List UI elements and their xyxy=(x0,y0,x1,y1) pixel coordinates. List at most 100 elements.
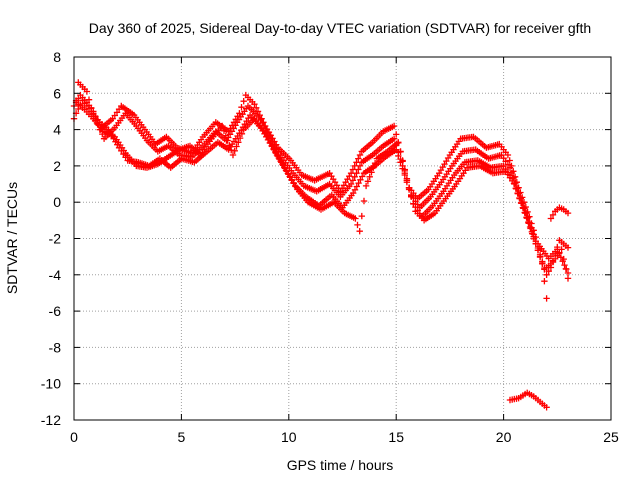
x-tick-label: 0 xyxy=(70,429,78,445)
data-point xyxy=(226,142,233,149)
data-point xyxy=(395,139,402,146)
data-point xyxy=(562,265,570,272)
data-point xyxy=(356,228,363,235)
x-tick-label: 5 xyxy=(178,429,186,445)
data-point xyxy=(231,147,238,154)
data-point xyxy=(347,180,355,188)
data-point xyxy=(371,160,379,167)
data-point xyxy=(355,166,362,173)
data-point xyxy=(532,240,539,248)
data-point xyxy=(506,164,514,171)
data-point xyxy=(233,143,240,150)
y-tick-label: 6 xyxy=(53,85,61,101)
data-point xyxy=(405,184,413,192)
data-point xyxy=(362,182,370,190)
series-track-d xyxy=(75,101,572,282)
y-axis-label: SDTVAR / TECUs xyxy=(4,182,20,294)
data-point xyxy=(267,140,274,147)
data-point xyxy=(75,95,82,102)
data-point xyxy=(224,137,231,144)
data-point xyxy=(356,162,364,170)
y-tick-label: 2 xyxy=(53,158,61,174)
series-track-f xyxy=(506,389,550,411)
y-tick-label: 0 xyxy=(53,194,61,210)
data-point xyxy=(520,205,527,212)
chart-title: Day 360 of 2025, Sidereal Day-to-day VTE… xyxy=(89,20,591,36)
data-series xyxy=(70,79,572,411)
data-point xyxy=(352,215,359,222)
x-tick-label: 25 xyxy=(603,429,619,445)
data-point xyxy=(534,247,542,254)
data-point xyxy=(219,122,226,130)
data-point xyxy=(410,200,417,207)
data-point xyxy=(354,221,361,229)
data-point xyxy=(564,244,572,251)
data-point xyxy=(220,127,228,134)
data-point xyxy=(368,169,375,176)
data-point xyxy=(516,195,523,202)
x-axis-label: GPS time / hours xyxy=(287,457,394,473)
data-point xyxy=(355,179,362,187)
data-point xyxy=(521,209,529,217)
y-tick-label: -10 xyxy=(41,376,61,392)
data-point xyxy=(545,268,552,275)
data-point xyxy=(265,136,272,144)
data-point xyxy=(240,98,247,105)
data-point xyxy=(349,177,357,184)
data-point xyxy=(399,158,406,165)
data-point xyxy=(527,225,534,232)
data-point xyxy=(511,180,518,188)
data-point xyxy=(263,133,271,140)
series-track-a xyxy=(70,79,572,277)
data-point xyxy=(358,212,365,220)
data-point xyxy=(222,132,229,139)
data-point xyxy=(560,255,567,263)
data-point xyxy=(514,190,522,197)
data-point xyxy=(525,220,532,227)
data-point xyxy=(564,209,572,217)
series-track-e xyxy=(547,204,572,222)
data-point xyxy=(564,269,572,277)
data-point xyxy=(504,151,512,159)
data-point xyxy=(506,157,513,164)
y-tick-label: -4 xyxy=(49,267,62,283)
data-point xyxy=(355,155,362,162)
data-point xyxy=(408,192,415,199)
data-point xyxy=(366,173,373,180)
data-point xyxy=(393,146,400,153)
data-point xyxy=(395,152,402,160)
data-point xyxy=(512,185,520,193)
y-tick-label: -6 xyxy=(49,303,62,319)
data-point xyxy=(351,186,359,193)
data-point xyxy=(523,215,531,222)
data-point xyxy=(364,178,372,185)
data-point xyxy=(397,148,404,155)
data-point xyxy=(370,164,377,171)
data-point xyxy=(356,151,364,159)
x-tick-label: 20 xyxy=(496,429,512,445)
data-point xyxy=(235,139,242,146)
y-tick-label: -12 xyxy=(41,412,61,428)
data-point xyxy=(543,271,550,278)
y-tick-label: -8 xyxy=(49,339,62,355)
data-point xyxy=(390,135,398,142)
grid xyxy=(74,57,611,420)
data-point xyxy=(353,183,360,190)
data-point xyxy=(564,275,572,282)
series-track-b xyxy=(70,91,572,278)
x-tick-label: 15 xyxy=(388,429,404,445)
data-point xyxy=(539,259,546,267)
data-point xyxy=(353,170,360,177)
data-point xyxy=(561,261,568,269)
data-point xyxy=(541,278,548,285)
data-point xyxy=(518,200,525,207)
data-point xyxy=(549,211,557,219)
data-point xyxy=(270,146,278,154)
data-point xyxy=(262,130,269,137)
data-point xyxy=(238,130,246,137)
data-point xyxy=(547,215,555,222)
data-point xyxy=(530,235,538,242)
data-point xyxy=(229,151,237,159)
data-point xyxy=(357,176,364,183)
x-tick-label: 10 xyxy=(281,429,297,445)
